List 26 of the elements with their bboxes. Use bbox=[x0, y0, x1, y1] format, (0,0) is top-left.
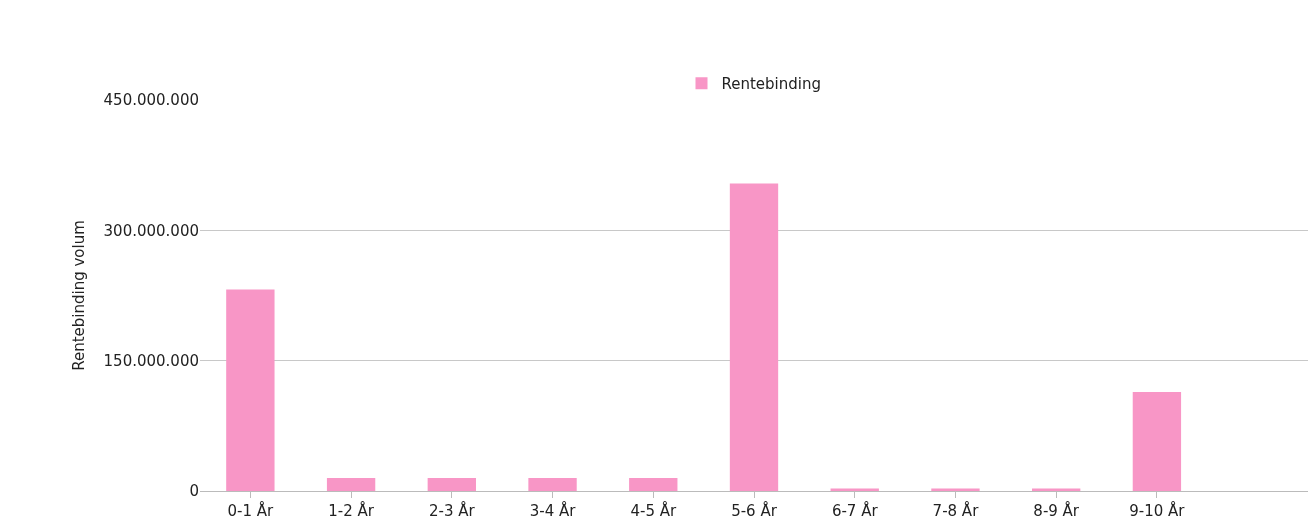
bar bbox=[427, 477, 476, 491]
y-tick-label: 150.000.000 bbox=[103, 351, 199, 370]
x-tick-label: 0-1 År bbox=[227, 501, 275, 520]
x-tick-label: 9-10 År bbox=[1129, 501, 1186, 520]
y-axis-title: Rentebinding volum bbox=[69, 220, 88, 371]
y-tick-label: 300.000.000 bbox=[103, 221, 199, 240]
bar bbox=[629, 477, 678, 491]
x-tick-label: 8-9 År bbox=[1033, 501, 1080, 520]
legend-label: Rentebinding bbox=[721, 75, 822, 94]
bar bbox=[1132, 391, 1182, 491]
bar bbox=[1032, 488, 1081, 491]
x-tick-label: 2-3 År bbox=[428, 501, 476, 520]
y-tick-label: 450.000.000 bbox=[103, 91, 199, 110]
x-tick-label: 4-5 År bbox=[630, 501, 677, 520]
bar bbox=[226, 289, 275, 491]
x-tick-label: 7-8 År bbox=[932, 501, 980, 520]
y-tick-label: 0 bbox=[189, 482, 199, 501]
bar bbox=[326, 477, 376, 491]
bar bbox=[931, 488, 980, 491]
bar bbox=[528, 477, 577, 491]
x-tick-label: 1-2 År bbox=[328, 501, 375, 520]
bar bbox=[729, 183, 779, 491]
x-tick-label: 3-4 År bbox=[529, 501, 577, 520]
x-tick-label: 6-7 År bbox=[831, 501, 879, 520]
x-tick-label: 5-6 År bbox=[731, 501, 778, 520]
bar bbox=[830, 488, 879, 491]
